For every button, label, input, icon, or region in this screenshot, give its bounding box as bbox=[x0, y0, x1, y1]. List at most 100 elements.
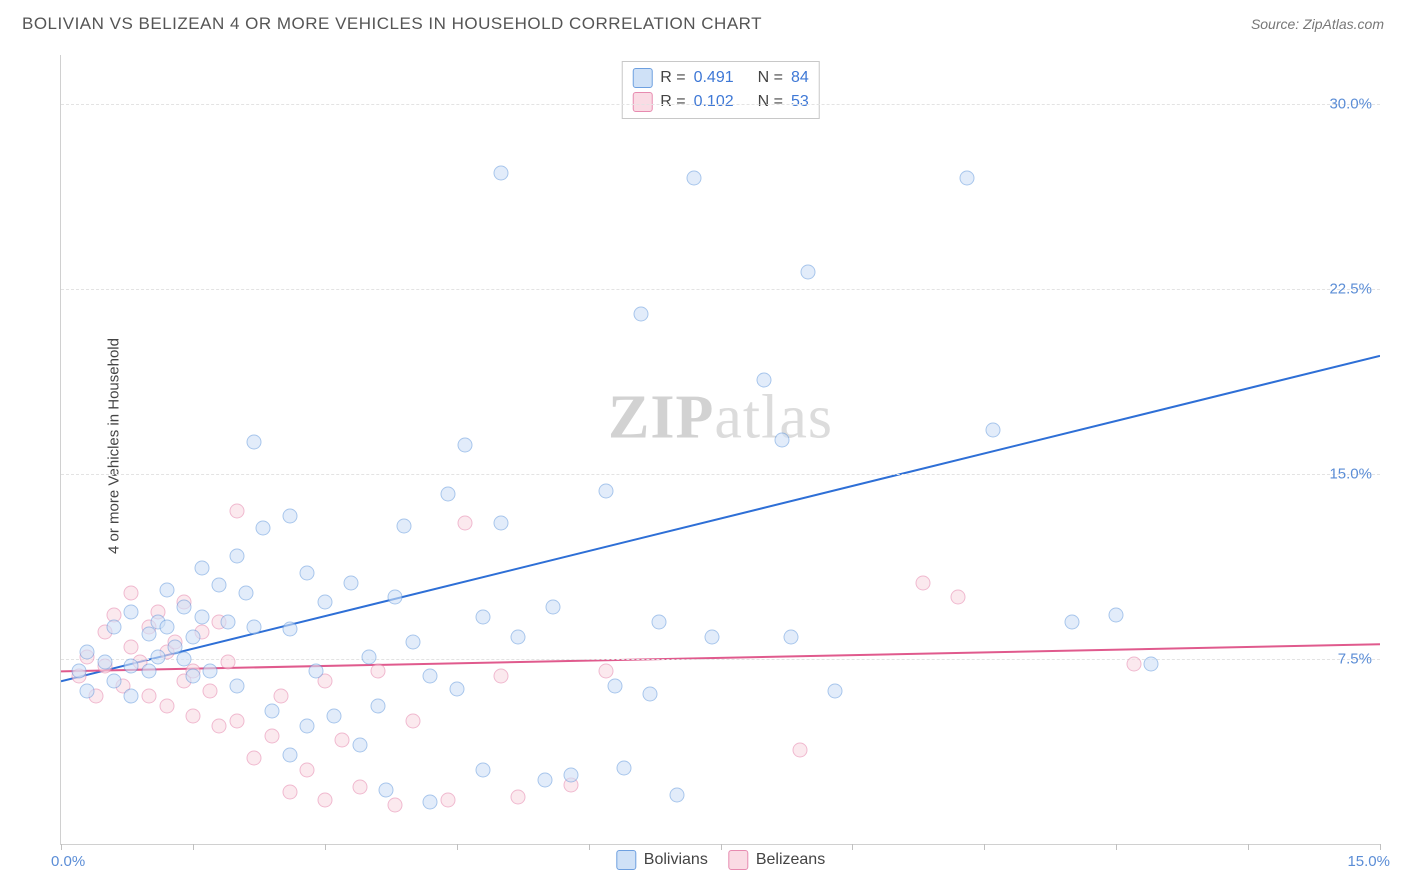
data-point-bolivians bbox=[229, 679, 244, 694]
data-point-bolivians bbox=[194, 560, 209, 575]
data-point-bolivians bbox=[379, 782, 394, 797]
data-point-bolivians bbox=[361, 649, 376, 664]
data-point-bolivians bbox=[405, 634, 420, 649]
data-point-bolivians bbox=[564, 767, 579, 782]
data-point-bolivians bbox=[309, 664, 324, 679]
data-point-bolivians bbox=[282, 622, 297, 637]
x-tick bbox=[1116, 844, 1117, 850]
gridline bbox=[61, 474, 1380, 475]
data-point-bolivians bbox=[651, 615, 666, 630]
chart-header: BOLIVIAN VS BELIZEAN 4 OR MORE VEHICLES … bbox=[0, 0, 1406, 44]
data-point-bolivians bbox=[317, 595, 332, 610]
data-point-belizeans bbox=[370, 664, 385, 679]
data-point-bolivians bbox=[643, 686, 658, 701]
data-point-bolivians bbox=[185, 629, 200, 644]
data-point-bolivians bbox=[476, 763, 491, 778]
data-point-belizeans bbox=[124, 585, 139, 600]
data-point-bolivians bbox=[177, 600, 192, 615]
data-point-bolivians bbox=[370, 698, 385, 713]
data-point-belizeans bbox=[300, 763, 315, 778]
legend-item-bolivians: Bolivians bbox=[616, 850, 708, 870]
data-point-belizeans bbox=[221, 654, 236, 669]
data-point-belizeans bbox=[229, 713, 244, 728]
data-point-belizeans bbox=[388, 797, 403, 812]
y-tick-label: 22.5% bbox=[1329, 281, 1372, 298]
data-point-bolivians bbox=[256, 521, 271, 536]
data-point-bolivians bbox=[511, 629, 526, 644]
data-point-bolivians bbox=[185, 669, 200, 684]
data-point-belizeans bbox=[247, 750, 262, 765]
data-point-bolivians bbox=[300, 565, 315, 580]
data-point-bolivians bbox=[986, 422, 1001, 437]
correlation-legend: R = 0.491 N = 84 R = 0.102 N = 53 bbox=[621, 61, 820, 119]
data-point-belizeans bbox=[950, 590, 965, 605]
data-point-bolivians bbox=[775, 432, 790, 447]
data-point-bolivians bbox=[194, 610, 209, 625]
data-point-bolivians bbox=[634, 306, 649, 321]
data-point-bolivians bbox=[1144, 657, 1159, 672]
data-point-bolivians bbox=[212, 578, 227, 593]
data-point-bolivians bbox=[352, 738, 367, 753]
data-point-bolivians bbox=[229, 548, 244, 563]
data-point-belizeans bbox=[335, 733, 350, 748]
data-point-bolivians bbox=[106, 620, 121, 635]
gridline bbox=[61, 289, 1380, 290]
data-point-bolivians bbox=[493, 166, 508, 181]
data-point-belizeans bbox=[203, 684, 218, 699]
data-point-bolivians bbox=[141, 664, 156, 679]
x-tick bbox=[61, 844, 62, 850]
data-point-bolivians bbox=[449, 681, 464, 696]
data-point-bolivians bbox=[607, 679, 622, 694]
data-point-bolivians bbox=[783, 629, 798, 644]
data-point-bolivians bbox=[177, 652, 192, 667]
data-point-belizeans bbox=[1126, 657, 1141, 672]
legend-item-belizeans: Belizeans bbox=[728, 850, 825, 870]
y-tick-label: 30.0% bbox=[1329, 96, 1372, 113]
data-point-bolivians bbox=[757, 373, 772, 388]
x-tick bbox=[457, 844, 458, 850]
gridline bbox=[61, 659, 1380, 660]
data-point-bolivians bbox=[300, 718, 315, 733]
x-tick bbox=[193, 844, 194, 850]
legend-row-series2: R = 0.102 N = 53 bbox=[632, 90, 809, 114]
x-tick bbox=[984, 844, 985, 850]
chart-title: BOLIVIAN VS BELIZEAN 4 OR MORE VEHICLES … bbox=[22, 14, 762, 34]
data-point-bolivians bbox=[203, 664, 218, 679]
data-point-belizeans bbox=[440, 792, 455, 807]
y-tick-label: 7.5% bbox=[1338, 651, 1372, 668]
data-point-belizeans bbox=[159, 698, 174, 713]
source-attribution: Source: ZipAtlas.com bbox=[1251, 16, 1384, 32]
data-point-bolivians bbox=[150, 649, 165, 664]
data-point-bolivians bbox=[546, 600, 561, 615]
data-point-belizeans bbox=[282, 785, 297, 800]
data-point-bolivians bbox=[344, 575, 359, 590]
data-point-bolivians bbox=[247, 435, 262, 450]
data-point-bolivians bbox=[827, 684, 842, 699]
data-point-bolivians bbox=[537, 772, 552, 787]
swatch-belizeans bbox=[728, 850, 748, 870]
data-point-belizeans bbox=[405, 713, 420, 728]
x-tick bbox=[1248, 844, 1249, 850]
x-tick bbox=[1380, 844, 1381, 850]
data-point-belizeans bbox=[273, 689, 288, 704]
swatch-series2 bbox=[632, 92, 652, 112]
data-point-belizeans bbox=[458, 516, 473, 531]
legend-row-series1: R = 0.491 N = 84 bbox=[632, 66, 809, 90]
x-tick bbox=[325, 844, 326, 850]
data-point-belizeans bbox=[124, 639, 139, 654]
x-axis-min-label: 0.0% bbox=[51, 853, 85, 870]
data-point-bolivians bbox=[221, 615, 236, 630]
data-point-bolivians bbox=[80, 684, 95, 699]
data-point-bolivians bbox=[159, 620, 174, 635]
data-point-bolivians bbox=[124, 605, 139, 620]
data-point-bolivians bbox=[265, 703, 280, 718]
data-point-bolivians bbox=[326, 708, 341, 723]
data-point-bolivians bbox=[669, 787, 684, 802]
data-point-bolivians bbox=[1109, 607, 1124, 622]
data-point-belizeans bbox=[265, 728, 280, 743]
data-point-bolivians bbox=[238, 585, 253, 600]
legend-label-belizeans: Belizeans bbox=[756, 851, 825, 869]
x-axis-max-label: 15.0% bbox=[1347, 853, 1390, 870]
data-point-bolivians bbox=[458, 437, 473, 452]
data-point-bolivians bbox=[124, 689, 139, 704]
